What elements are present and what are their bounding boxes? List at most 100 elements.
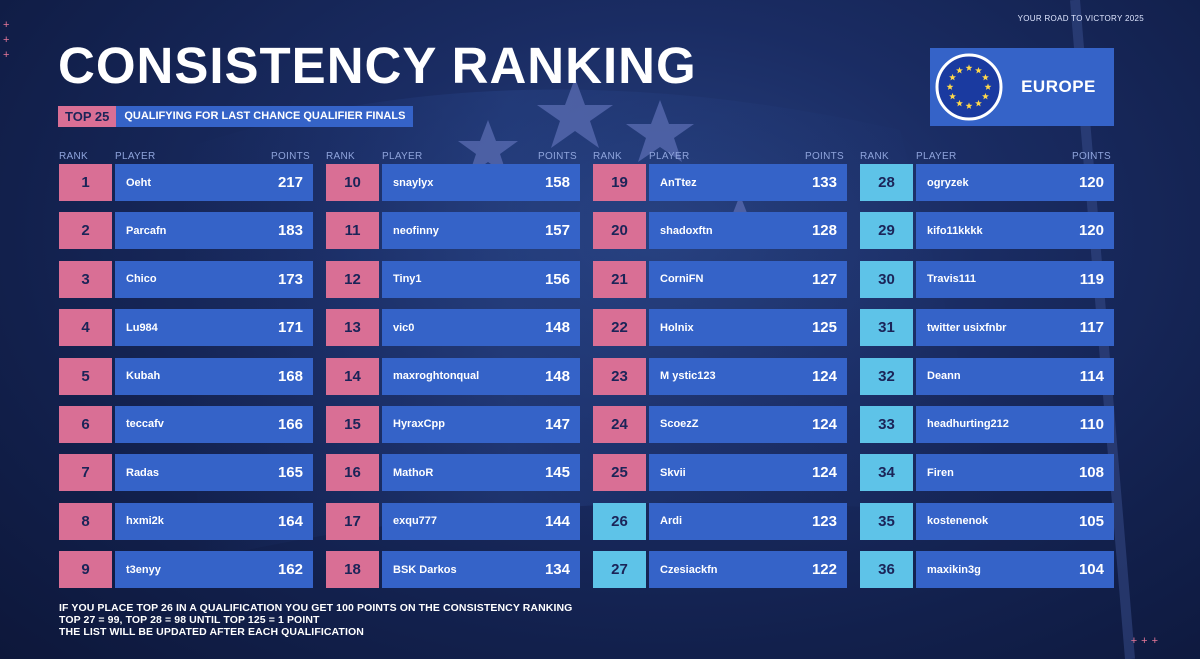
player-name: neofinny bbox=[393, 224, 439, 237]
player-bar: maxikin3g 104 bbox=[916, 551, 1114, 589]
player-header: PLAYER bbox=[916, 151, 957, 162]
player-points: 165 bbox=[277, 464, 303, 482]
player-bar: headhurting212 110 bbox=[916, 405, 1114, 443]
ranking-row: 30 Travis111 119 bbox=[860, 260, 1114, 298]
eu-star-icon bbox=[975, 66, 982, 74]
ranking-column-2: RANK PLAYER POINTS 10 snaylyx 158 11 neofinn… bbox=[326, 148, 580, 600]
player-name: ScoezZ bbox=[660, 418, 699, 431]
player-bar: Tiny1 156 bbox=[382, 260, 580, 298]
player-bar: HyraxCpp 147 bbox=[382, 405, 580, 443]
rank-header: RANK bbox=[593, 151, 622, 162]
player-name: kifo11kkkk bbox=[927, 224, 983, 237]
eu-star-icon bbox=[984, 83, 992, 90]
player-points: 124 bbox=[811, 367, 837, 385]
player-points: 120 bbox=[1078, 174, 1104, 191]
plus-decoration-icon: + bbox=[3, 34, 10, 46]
rank-number: 24 bbox=[593, 405, 646, 443]
player-bar: Firen 108 bbox=[916, 454, 1114, 492]
player-points: 168 bbox=[277, 367, 303, 385]
rank-number: 17 bbox=[326, 502, 379, 540]
player-points: 147 bbox=[544, 415, 570, 433]
player-name: maxroghtonqual bbox=[393, 370, 480, 383]
player-points: 122 bbox=[811, 561, 837, 579]
player-bar: Parcafn 183 bbox=[115, 212, 313, 250]
player-points: 144 bbox=[544, 512, 570, 530]
player-bar: shadoxftn 128 bbox=[649, 212, 847, 250]
rank-number: 5 bbox=[59, 357, 112, 395]
eu-star-icon bbox=[956, 99, 963, 107]
player-bar: Oeht 217 bbox=[115, 164, 313, 201]
player-name: M ystic123 bbox=[660, 370, 716, 383]
rank-header: RANK bbox=[326, 151, 355, 162]
player-name: Lu984 bbox=[126, 321, 158, 334]
player-points: 124 bbox=[811, 464, 837, 482]
plus-decoration-icon: + bbox=[3, 49, 10, 61]
rank-header: RANK bbox=[59, 151, 88, 162]
player-points: 133 bbox=[811, 174, 837, 191]
eu-star-icon bbox=[982, 73, 989, 81]
page-title: CONSISTENCY RANKING bbox=[58, 37, 697, 94]
eu-star-icon bbox=[975, 99, 982, 107]
player-points: 123 bbox=[811, 512, 837, 530]
footer-line: TOP 27 = 99, TOP 28 = 98 UNTIL TOP 125 =… bbox=[59, 613, 320, 626]
subtitle-bar: TOP 25 QUALIFYING FOR LAST CHANCE QUALIF… bbox=[58, 106, 414, 127]
player-name: Ardi bbox=[660, 515, 682, 528]
player-bar: Kubah 168 bbox=[115, 357, 313, 395]
rank-header: RANK bbox=[860, 151, 889, 162]
rank-number: 14 bbox=[326, 357, 379, 395]
eu-star-icon bbox=[946, 83, 954, 90]
player-bar: CorniFN 127 bbox=[649, 260, 847, 298]
rank-number: 35 bbox=[860, 502, 913, 540]
column-header: RANK PLAYER POINTS bbox=[593, 148, 847, 164]
ranking-row: 10 snaylyx 158 bbox=[326, 164, 580, 201]
points-header: POINTS bbox=[537, 151, 577, 162]
player-name: HyraxCpp bbox=[393, 418, 445, 431]
rank-number: 36 bbox=[860, 551, 913, 589]
ranking-row: 13 vic0 148 bbox=[326, 309, 580, 347]
ranking-row: 22 Holnix 125 bbox=[593, 309, 847, 347]
ranking-row: 14 maxroghtonqual 148 bbox=[326, 357, 580, 395]
player-name: kostenenok bbox=[927, 515, 989, 528]
eu-star-icon bbox=[965, 64, 973, 71]
rank-number: 13 bbox=[326, 309, 379, 347]
rank-number: 20 bbox=[593, 212, 646, 250]
player-bar: teccafv 166 bbox=[115, 405, 313, 443]
rank-number: 11 bbox=[326, 212, 379, 250]
player-bar: Radas 165 bbox=[115, 454, 313, 492]
player-bar: exqu777 144 bbox=[382, 502, 580, 540]
player-points: 148 bbox=[544, 367, 570, 385]
player-name: Czesiackfn bbox=[660, 563, 718, 576]
player-points: 110 bbox=[1079, 415, 1104, 433]
rank-number: 9 bbox=[59, 551, 112, 589]
points-header: POINTS bbox=[804, 151, 844, 162]
ranking-row: 17 exqu777 144 bbox=[326, 502, 580, 540]
player-bar: Deann 114 bbox=[916, 357, 1114, 395]
player-name: Travis111 bbox=[927, 273, 976, 286]
rank-number: 15 bbox=[326, 405, 379, 443]
rank-number: 3 bbox=[59, 260, 112, 298]
player-points: 128 bbox=[811, 222, 837, 240]
player-name: headhurting212 bbox=[927, 418, 1009, 431]
region-panel: EUROPE bbox=[930, 48, 1114, 126]
ranking-row: 9 t3enyy 162 bbox=[59, 551, 313, 589]
rank-number: 33 bbox=[860, 405, 913, 443]
player-bar: ogryzek 120 bbox=[916, 164, 1114, 201]
player-name: Chico bbox=[126, 273, 157, 286]
player-points: 120 bbox=[1078, 222, 1104, 240]
column-header: RANK PLAYER POINTS bbox=[860, 148, 1114, 164]
player-name: maxikin3g bbox=[927, 563, 981, 576]
points-header: POINTS bbox=[1071, 151, 1111, 162]
ranking-row: 3 Chico 173 bbox=[59, 260, 313, 298]
ranking-row: 21 CorniFN 127 bbox=[593, 260, 847, 298]
player-name: CorniFN bbox=[660, 273, 704, 286]
player-bar: kifo11kkkk 120 bbox=[916, 212, 1114, 250]
ranking-row: 5 Kubah 168 bbox=[59, 357, 313, 395]
ranking-row: 24 ScoezZ 124 bbox=[593, 405, 847, 443]
player-points: 156 bbox=[544, 270, 570, 288]
ranking-column-3: RANK PLAYER POINTS 19 AnTtez 133 20 shadoxft… bbox=[593, 148, 847, 600]
ranking-row: 32 Deann 114 bbox=[860, 357, 1114, 395]
player-points: 119 bbox=[1079, 270, 1104, 288]
ranking-row: 23 M ystic123 124 bbox=[593, 357, 847, 395]
ranking-row: 8 hxmi2k 164 bbox=[59, 502, 313, 540]
player-bar: Travis111 119 bbox=[916, 260, 1114, 298]
